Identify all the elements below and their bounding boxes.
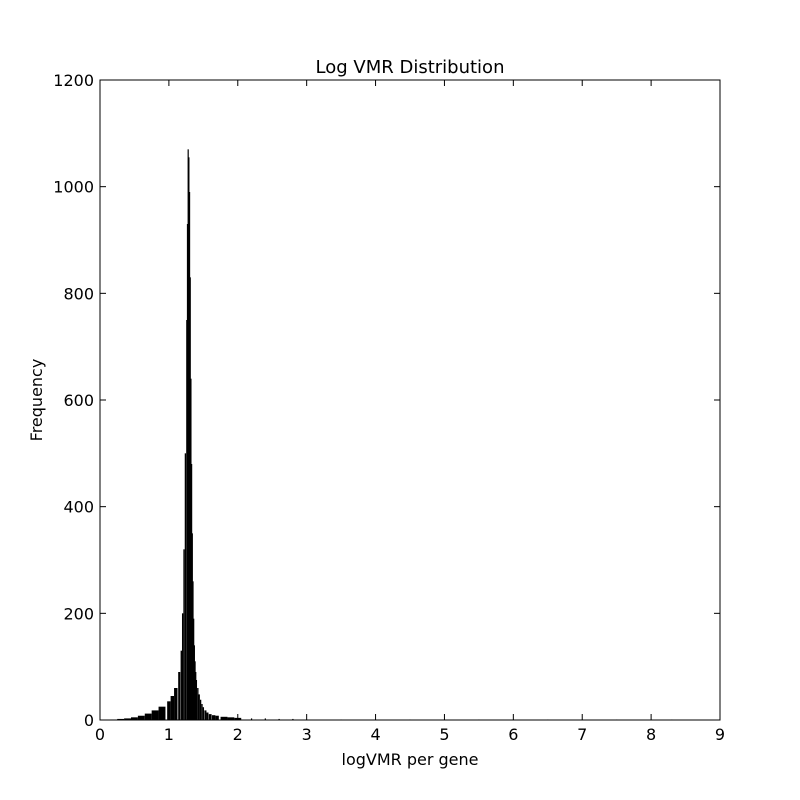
x-tick-label: 7: [577, 725, 587, 744]
histogram-bar: [220, 716, 228, 720]
histogram-bar: [193, 645, 195, 720]
histogram-bar: [201, 704, 203, 720]
histogram-bar: [117, 718, 125, 720]
chart-title: Log VMR Distribution: [316, 57, 505, 78]
x-tick-label: 2: [233, 725, 243, 744]
histogram-bar: [292, 718, 294, 720]
histogram-bar: [131, 717, 138, 720]
histogram-bar: [264, 718, 266, 720]
histogram-bar: [199, 699, 202, 720]
x-axis-label: logVMR per gene: [342, 750, 479, 769]
histogram-bar: [158, 706, 166, 720]
histogram-bar: [183, 549, 185, 720]
y-tick-label: 200: [63, 604, 94, 623]
histogram-bar: [170, 696, 175, 720]
histogram-bar: [194, 661, 196, 720]
histogram-bar: [191, 533, 193, 720]
histogram-bar: [192, 581, 194, 720]
x-axis-ticks: 0 1 2 3 4 5 6 7 8 9: [95, 80, 725, 744]
histogram-bar: [167, 701, 171, 720]
histogram-bar: [204, 710, 207, 720]
histogram-bar: [227, 717, 235, 720]
histogram-bar: [195, 672, 197, 720]
plot-frame: [99, 79, 721, 721]
histogram-bar: [184, 453, 187, 720]
histogram-bar: [206, 712, 209, 720]
y-tick-label: 1200: [53, 71, 94, 90]
histogram-bar: [189, 277, 191, 720]
histogram-bar: [191, 464, 193, 720]
histogram-bar: [198, 694, 200, 720]
histogram-bar: [188, 192, 191, 720]
histogram-bar: [193, 618, 195, 720]
histogram-bar: [197, 688, 199, 720]
x-tick-label: 4: [370, 725, 380, 744]
histogram-bar: [137, 715, 145, 720]
y-tick-label: 0: [84, 711, 94, 730]
histogram-bar: [202, 707, 205, 720]
y-tick-label: 400: [63, 498, 94, 517]
x-tick-label: 0: [95, 725, 105, 744]
histogram-bar: [208, 714, 212, 720]
x-tick-label: 8: [646, 725, 656, 744]
histogram-bar: [190, 378, 192, 720]
histogram-bar: [178, 672, 181, 720]
y-axis-ticks: 0 200 400 600 800 1000 1200: [53, 71, 720, 730]
histogram-bar: [144, 713, 152, 720]
histogram-bar: [124, 718, 131, 720]
histogram-bar: [181, 613, 184, 720]
histogram-bar: [186, 320, 188, 720]
y-axis-label: Frequency: [27, 359, 46, 442]
histogram-bar: [180, 650, 182, 720]
histogram-bar: [215, 715, 219, 720]
x-tick-label: 3: [302, 725, 312, 744]
x-tick-label: 6: [508, 725, 518, 744]
bars-group: [110, 149, 673, 720]
y-tick-label: 600: [63, 391, 94, 410]
histogram-bar: [250, 718, 253, 720]
y-tick-label: 800: [63, 284, 94, 303]
y-tick-label: 1000: [53, 178, 94, 197]
histogram-bar: [278, 718, 280, 720]
histogram-bar: [211, 715, 216, 720]
histogram-bar: [151, 710, 159, 720]
histogram-bar: [174, 688, 178, 720]
x-tick-label: 5: [439, 725, 449, 744]
x-tick-label: 9: [715, 725, 725, 744]
x-tick-label: 1: [164, 725, 174, 744]
histogram-bar: [186, 224, 189, 720]
histogram-bar: [187, 149, 189, 720]
histogram-bar: [188, 157, 190, 720]
histogram-bar: [195, 680, 198, 720]
